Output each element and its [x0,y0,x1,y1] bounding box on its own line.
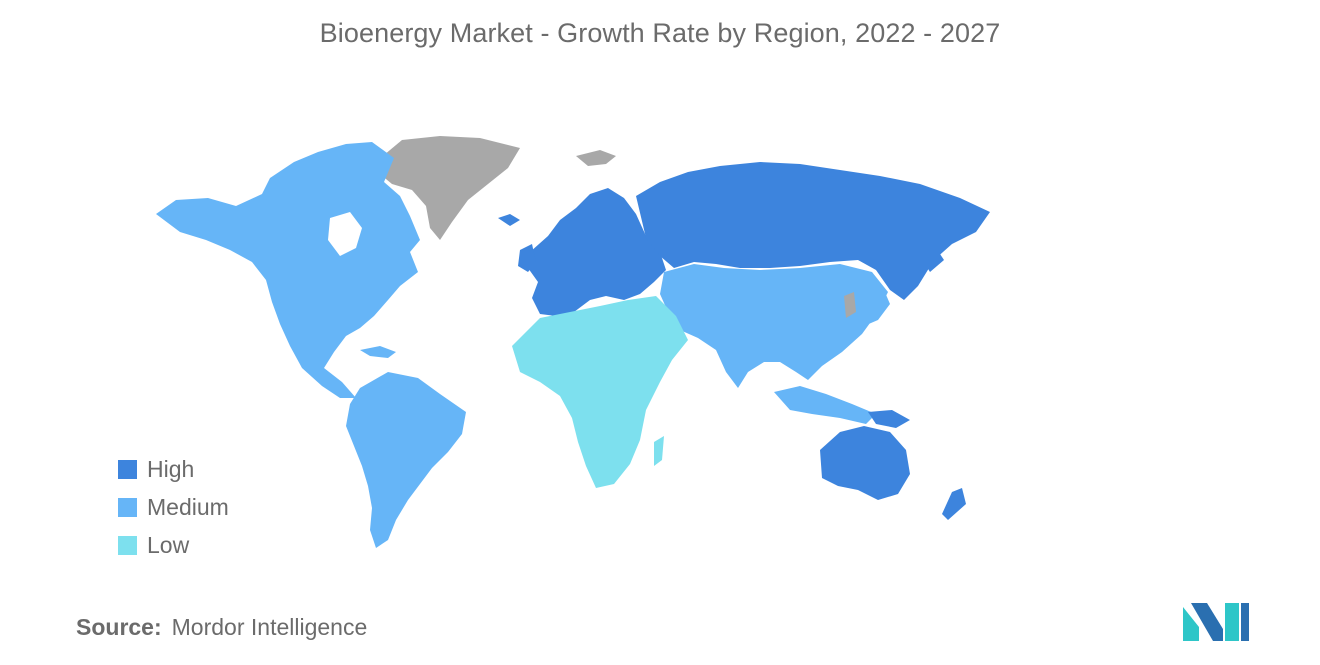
region-korea [844,292,856,318]
region-new-zealand [942,488,966,520]
chart-title: Bioenergy Market - Growth Rate by Region… [319,18,1001,48]
region-south-america [346,372,466,548]
source-label: Source: [76,614,162,640]
region-uk [518,244,536,272]
legend-label: High [147,455,195,482]
mordor-intelligence-logo-icon [1183,603,1249,641]
legend-swatch [118,535,137,555]
region-australia [820,426,910,500]
region-caribbean [360,346,396,358]
region-iceland [498,214,520,226]
legend-label: Medium [147,493,229,520]
region-japan [864,290,890,326]
hudson-bay [328,212,362,256]
legend-item-low: Low [118,526,229,564]
source-value: Mordor Intelligence [171,614,368,640]
region-asia [660,264,888,388]
region-africa [512,296,688,488]
region-sakhalin [916,242,944,272]
legend: High Medium Low [118,450,229,564]
legend-swatch [118,459,137,479]
region-se-asia [774,386,876,424]
region-north-america [156,142,420,398]
region-russia [636,162,990,300]
legend-item-medium: Medium [118,488,229,526]
region-greenland [378,136,520,240]
region-svalbard [576,150,616,166]
legend-swatch [118,497,137,517]
region-madagascar [654,436,664,466]
region-europe [528,188,666,316]
region-png [868,410,910,428]
legend-item-high: High [118,450,229,488]
legend-label: Low [147,531,190,558]
source-note: Source: Mordor Intelligence [76,614,367,641]
